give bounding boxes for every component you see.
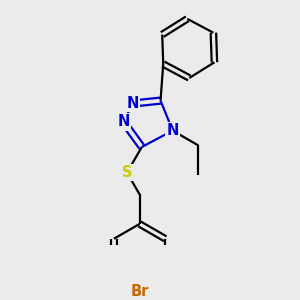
Text: Br: Br — [130, 284, 149, 299]
Text: N: N — [126, 96, 139, 111]
Text: N: N — [117, 114, 130, 129]
Text: N: N — [167, 123, 179, 138]
Text: S: S — [122, 165, 132, 180]
